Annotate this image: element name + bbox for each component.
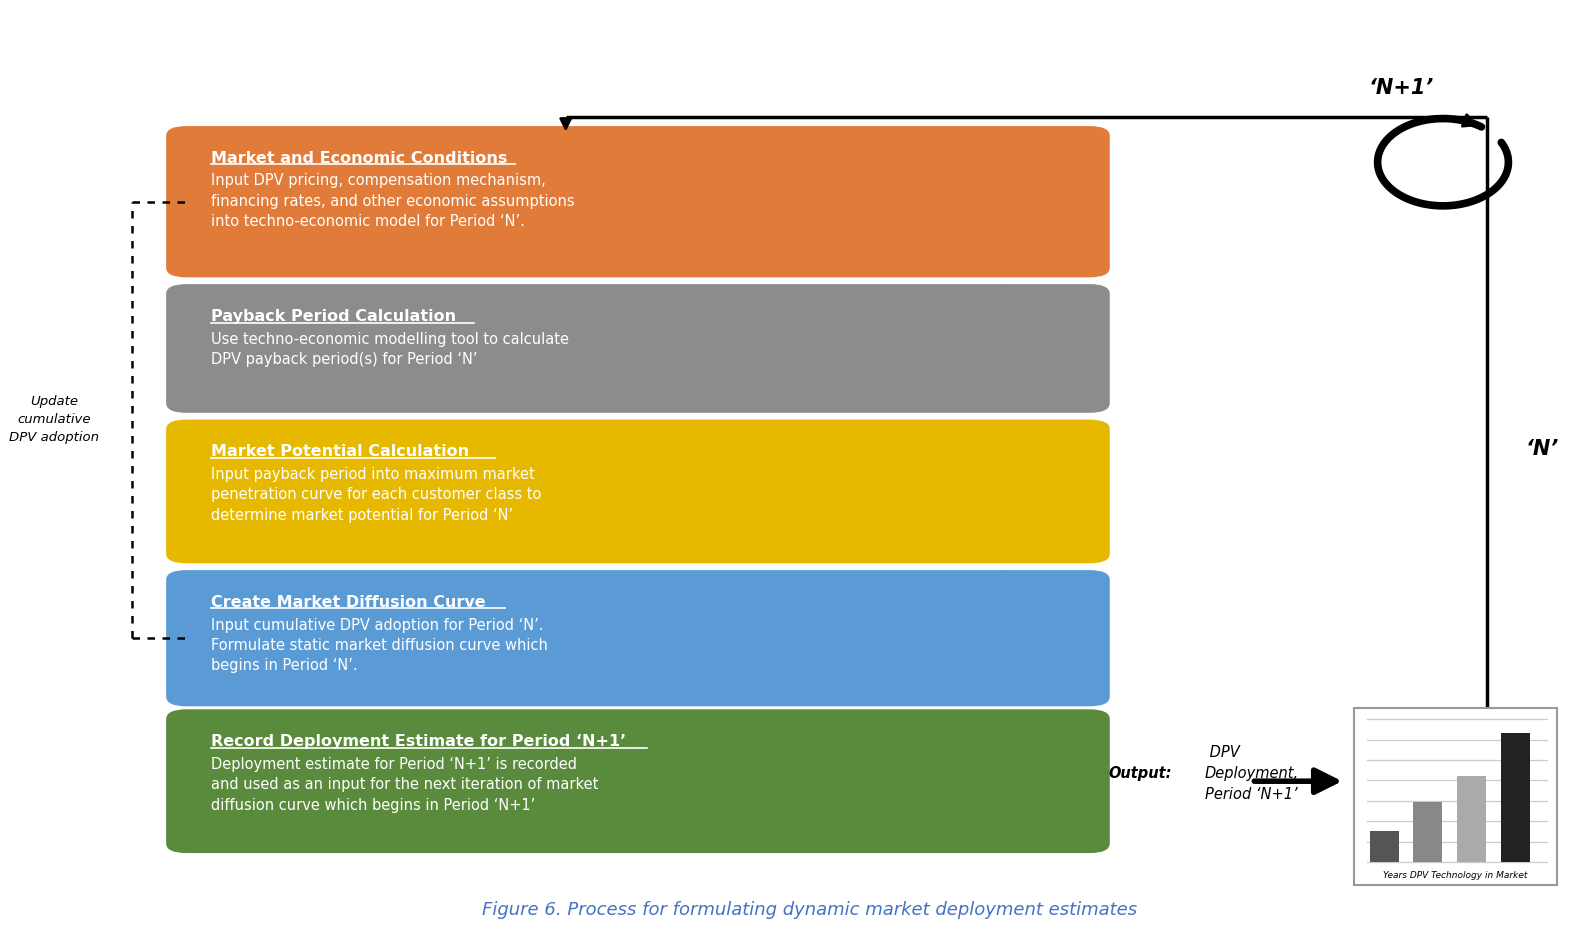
Text: Create Market Diffusion Curve: Create Market Diffusion Curve: [212, 595, 486, 610]
Text: Payback Period Calculation: Payback Period Calculation: [212, 309, 457, 324]
Text: ‘N’: ‘N’: [1525, 439, 1559, 460]
Text: Record Deployment Estimate for Period ‘N+1’: Record Deployment Estimate for Period ‘N…: [212, 734, 626, 749]
Bar: [1355, 708, 1557, 884]
Text: DPV
Deployment,
Period ‘N+1’: DPV Deployment, Period ‘N+1’: [1205, 745, 1299, 802]
Bar: [1369, 830, 1399, 862]
Bar: [1457, 776, 1485, 862]
Text: Input cumulative DPV adoption for Period ‘N’.
Formulate static market diffusion : Input cumulative DPV adoption for Period…: [212, 617, 548, 673]
FancyBboxPatch shape: [166, 709, 1110, 853]
Text: ‘N+1’: ‘N+1’: [1369, 78, 1434, 98]
Text: Market and Economic Conditions: Market and Economic Conditions: [212, 151, 508, 166]
Text: Years DPV Technology in Market: Years DPV Technology in Market: [1383, 871, 1528, 880]
Text: Input DPV pricing, compensation mechanism,
financing rates, and other economic a: Input DPV pricing, compensation mechanis…: [212, 174, 575, 229]
FancyBboxPatch shape: [166, 570, 1110, 706]
Text: Market Potential Calculation: Market Potential Calculation: [212, 445, 470, 460]
Text: Update
cumulative
DPV adoption: Update cumulative DPV adoption: [10, 395, 99, 445]
Text: Use techno-economic modelling tool to calculate
DPV payback period(s) for Period: Use techno-economic modelling tool to ca…: [212, 332, 570, 367]
Bar: [1501, 733, 1530, 862]
Bar: [1414, 802, 1442, 862]
Text: Figure 6. Process for formulating dynamic market deployment estimates: Figure 6. Process for formulating dynami…: [482, 900, 1137, 918]
FancyBboxPatch shape: [166, 284, 1110, 413]
Text: Deployment estimate for Period ‘N+1’ is recorded
and used as an input for the ne: Deployment estimate for Period ‘N+1’ is …: [212, 757, 599, 813]
FancyBboxPatch shape: [166, 126, 1110, 277]
Text: Input payback period into maximum market
penetration curve for each customer cla: Input payback period into maximum market…: [212, 467, 541, 523]
FancyBboxPatch shape: [166, 419, 1110, 563]
Text: Output:: Output:: [1108, 766, 1172, 781]
